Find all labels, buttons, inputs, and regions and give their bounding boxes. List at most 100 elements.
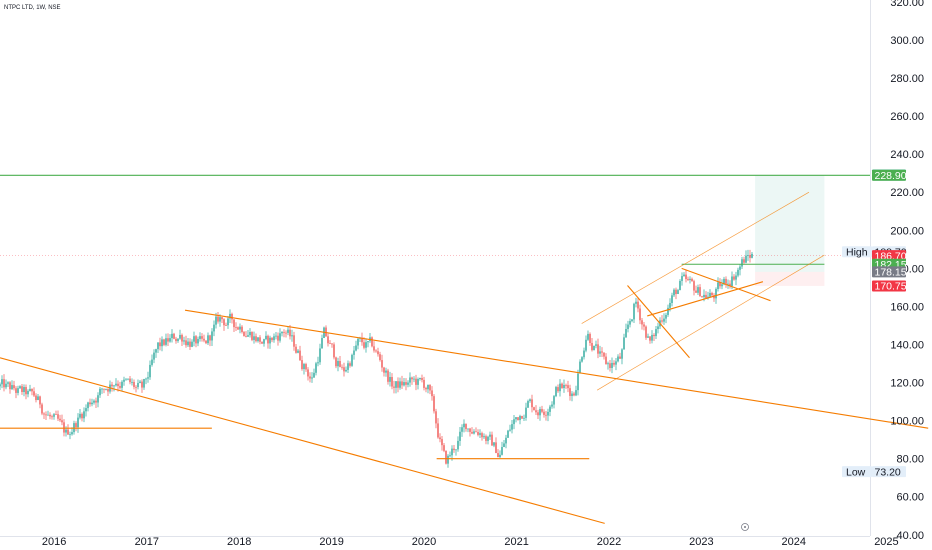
candle[interactable] xyxy=(223,318,225,331)
candle[interactable] xyxy=(411,376,413,385)
candle[interactable] xyxy=(533,406,535,411)
candle[interactable] xyxy=(489,431,491,440)
candle[interactable] xyxy=(503,440,505,448)
candle[interactable] xyxy=(155,348,157,358)
candle[interactable] xyxy=(315,361,317,376)
candle[interactable] xyxy=(295,344,297,354)
candle[interactable] xyxy=(299,345,301,362)
candle[interactable] xyxy=(517,417,519,421)
candle[interactable] xyxy=(513,415,515,430)
candle[interactable] xyxy=(145,377,147,385)
candle[interactable] xyxy=(55,410,57,415)
candle[interactable] xyxy=(469,427,471,437)
candle[interactable] xyxy=(743,256,745,264)
candle[interactable] xyxy=(187,338,189,348)
candle[interactable] xyxy=(351,353,353,367)
candle[interactable] xyxy=(281,331,283,337)
candle[interactable] xyxy=(147,371,149,383)
candle[interactable] xyxy=(143,378,145,390)
candle[interactable] xyxy=(481,431,483,441)
candle[interactable] xyxy=(539,406,541,421)
candle[interactable] xyxy=(159,337,161,351)
candle[interactable] xyxy=(81,412,83,422)
candle[interactable] xyxy=(23,384,25,397)
candle[interactable] xyxy=(657,322,659,334)
candle[interactable] xyxy=(431,386,433,401)
candle[interactable] xyxy=(247,329,249,338)
candle[interactable] xyxy=(521,415,523,419)
candle[interactable] xyxy=(103,388,105,394)
candle[interactable] xyxy=(319,343,321,365)
candle[interactable] xyxy=(305,362,307,372)
candle[interactable] xyxy=(527,399,529,409)
candle[interactable] xyxy=(735,271,737,286)
candle[interactable] xyxy=(179,329,181,340)
candle[interactable] xyxy=(171,329,173,343)
candle[interactable] xyxy=(203,334,205,343)
candle[interactable] xyxy=(317,356,319,367)
candle[interactable] xyxy=(67,424,69,436)
candle[interactable] xyxy=(287,326,289,336)
candle[interactable] xyxy=(439,433,441,443)
candle[interactable] xyxy=(367,341,369,348)
candle[interactable] xyxy=(137,379,139,390)
candle[interactable] xyxy=(461,424,463,437)
candle[interactable] xyxy=(237,326,239,330)
candle[interactable] xyxy=(33,387,35,398)
candle[interactable] xyxy=(277,332,279,346)
candle[interactable] xyxy=(285,330,287,338)
candle[interactable] xyxy=(371,336,373,348)
candle[interactable] xyxy=(441,436,443,451)
candle[interactable] xyxy=(325,325,327,337)
candle[interactable] xyxy=(35,393,37,403)
candle[interactable] xyxy=(283,329,285,338)
candle[interactable] xyxy=(7,381,9,388)
candle[interactable] xyxy=(463,419,465,433)
channel-lower[interactable] xyxy=(596,254,825,391)
candle[interactable] xyxy=(365,338,367,353)
candle[interactable] xyxy=(611,357,613,374)
candle[interactable] xyxy=(169,334,171,343)
candle[interactable] xyxy=(681,272,683,286)
candle[interactable] xyxy=(275,332,277,340)
candle[interactable] xyxy=(9,381,11,394)
candle[interactable] xyxy=(435,408,437,429)
candle[interactable] xyxy=(555,385,557,398)
candle[interactable] xyxy=(261,341,263,344)
candle[interactable] xyxy=(133,379,135,390)
candle[interactable] xyxy=(615,358,617,371)
candle[interactable] xyxy=(741,256,743,270)
candle[interactable] xyxy=(141,379,143,393)
candle[interactable] xyxy=(457,436,459,452)
candle[interactable] xyxy=(749,249,751,263)
candle[interactable] xyxy=(621,348,623,365)
candle[interactable] xyxy=(127,378,129,381)
candle[interactable] xyxy=(507,429,509,439)
candle[interactable] xyxy=(433,394,435,414)
candle[interactable] xyxy=(729,280,731,289)
candle[interactable] xyxy=(335,356,337,369)
candle[interactable] xyxy=(509,424,511,432)
candle[interactable] xyxy=(427,384,429,394)
candle[interactable] xyxy=(599,345,601,358)
candle[interactable] xyxy=(587,330,589,341)
candle[interactable] xyxy=(291,329,293,342)
candle[interactable] xyxy=(113,384,115,392)
candle[interactable] xyxy=(27,389,29,398)
candle[interactable] xyxy=(25,384,27,400)
candle[interactable] xyxy=(225,322,227,327)
candle[interactable] xyxy=(307,367,309,381)
candle[interactable] xyxy=(91,398,93,407)
candle[interactable] xyxy=(177,338,179,343)
candle[interactable] xyxy=(105,388,107,391)
candle[interactable] xyxy=(343,362,345,377)
drawings[interactable] xyxy=(0,174,929,524)
candle[interactable] xyxy=(347,360,349,374)
candle[interactable] xyxy=(327,333,329,347)
candle[interactable] xyxy=(153,349,155,364)
candle[interactable] xyxy=(379,351,381,362)
candle[interactable] xyxy=(303,362,305,375)
candle[interactable] xyxy=(123,376,125,386)
candle[interactable] xyxy=(495,437,497,454)
price-axis[interactable]: 40.0060.0080.00100.00120.00140.00160.001… xyxy=(890,0,924,542)
